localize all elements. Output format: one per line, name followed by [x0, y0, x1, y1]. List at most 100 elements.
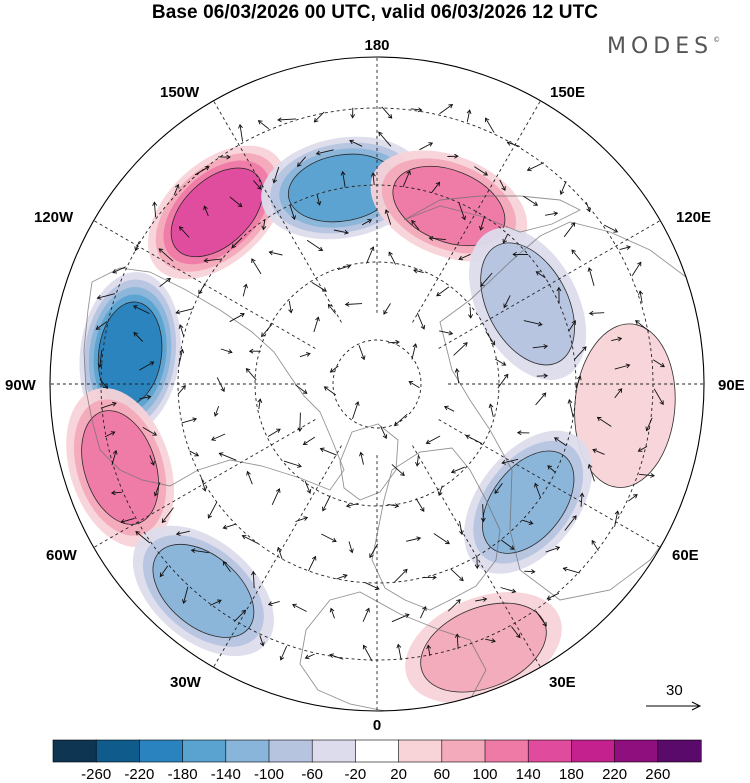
wind-vector-26	[359, 451, 364, 465]
wind-vector-208	[485, 117, 495, 133]
lon-label-150e: 150E	[550, 84, 585, 101]
wind-vector-184	[426, 644, 432, 657]
graticule	[50, 57, 704, 711]
wind-vector-182	[391, 613, 410, 623]
colorbar-swatch-14	[657, 739, 702, 763]
wind-vector-175	[190, 548, 209, 554]
wind-vector-22	[295, 384, 308, 394]
wind-vector-17	[383, 303, 391, 315]
wind-vector-7	[323, 386, 337, 396]
colorbar-swatch-7	[355, 739, 400, 763]
colorbar-tick-13: 260	[645, 766, 670, 783]
wind-vector-217	[238, 123, 244, 142]
wind-vector-171	[149, 455, 155, 466]
wind-vector-31	[465, 434, 483, 445]
lon-label-180: 180	[364, 37, 389, 54]
meridian-210	[198, 75, 342, 323]
wind-vector-219	[194, 166, 210, 176]
lon-label-150w: 150W	[160, 84, 200, 101]
coast-siberia-east	[403, 195, 582, 233]
coast-north-america	[83, 267, 345, 491]
wind-vector-151	[499, 179, 506, 191]
wind-vector-13	[454, 368, 460, 384]
wind-vector-174	[175, 530, 190, 536]
meridian-300	[68, 419, 316, 563]
wind-vector-65	[480, 272, 493, 287]
lon-label-120e: 120E	[676, 209, 711, 226]
wind-vector-24	[302, 436, 316, 445]
wind-vector-158	[297, 156, 307, 167]
wind-vector-167	[133, 331, 144, 342]
meridian-330	[198, 445, 342, 693]
wind-vector-79	[213, 405, 220, 417]
wind-vector-181	[362, 607, 370, 622]
wind-vector-81	[218, 452, 237, 461]
wind-vector-230	[111, 449, 118, 466]
wind-vector-198	[652, 359, 665, 368]
lon-label-60w: 60W	[46, 547, 78, 564]
anomaly-layer	[50, 57, 704, 711]
wind-vector-98	[575, 375, 582, 389]
wind-vector-201	[631, 261, 642, 276]
wind-vector-185	[454, 633, 460, 650]
wind-vector-103	[512, 251, 529, 257]
wind-vector-213	[350, 107, 356, 119]
wind-vector-180	[329, 607, 335, 619]
colorbar-tick-6: -20	[345, 766, 367, 783]
wind-vector-140	[592, 448, 605, 455]
wind-vector-234	[159, 565, 169, 578]
wind-vector-47	[257, 398, 263, 410]
wind-vector-126	[241, 534, 258, 544]
wind-vector-196	[645, 417, 653, 432]
wind-vector-134	[500, 587, 517, 594]
colorbar-tick-1: -220	[124, 766, 154, 783]
wind-vector-186	[485, 638, 496, 644]
wind-vector-154	[419, 142, 434, 151]
anomaly-contour-central-asia-high-0	[574, 323, 676, 488]
colorbar-swatch-9	[441, 739, 486, 763]
wind-vector-62	[532, 344, 549, 349]
wind-vector-156	[349, 139, 363, 147]
wind-vector-115	[203, 258, 223, 263]
wind-vector-233	[135, 531, 151, 544]
coast-europe	[371, 447, 501, 611]
wind-vector-206	[526, 162, 544, 172]
logo-mark: ©	[713, 36, 721, 44]
wind-vector-143	[614, 363, 631, 370]
wind-vector-9	[391, 464, 405, 476]
wind-vector-195	[637, 446, 648, 452]
colorbar-tick-10: 140	[516, 766, 541, 783]
wind-vector-212	[381, 106, 393, 119]
wind-vector-28	[415, 498, 425, 512]
wind-vector-86	[348, 541, 354, 554]
wind-vector-155	[378, 131, 392, 147]
wind-vector-104	[502, 233, 509, 244]
wind-vector-176	[222, 560, 231, 573]
latitude-circle-80	[332, 339, 422, 429]
wind-vector-0	[380, 426, 388, 439]
wind-vector-166	[133, 305, 150, 315]
wind-vector-150	[523, 195, 539, 206]
wind-vector-162	[203, 205, 209, 217]
wind-vector-41	[337, 264, 352, 271]
wind-vector-55	[459, 520, 464, 536]
wind-vector-192	[614, 510, 620, 527]
colorbar-swatch-6	[311, 739, 357, 763]
lon-label-120w: 120W	[34, 209, 74, 226]
anomaly-contour-ural-low-2	[482, 450, 575, 554]
wind-vector-37	[436, 286, 450, 297]
map-border	[49, 56, 705, 712]
vector-reference: 30	[646, 682, 702, 711]
wind-vector-66	[458, 253, 471, 261]
wind-vector-232	[120, 517, 135, 524]
wind-vector-6	[329, 365, 339, 373]
wind-vector-42	[311, 281, 327, 292]
wind-vector-161	[229, 196, 243, 208]
wind-vector-80	[211, 433, 226, 441]
wind-vector-27	[387, 503, 400, 509]
wind-vector-30	[450, 466, 465, 474]
lon-label-30e: 30E	[549, 674, 576, 691]
colorbar-tick-12: 220	[602, 766, 627, 783]
wind-vector-137	[564, 515, 577, 531]
wind-vector-124	[207, 501, 218, 519]
